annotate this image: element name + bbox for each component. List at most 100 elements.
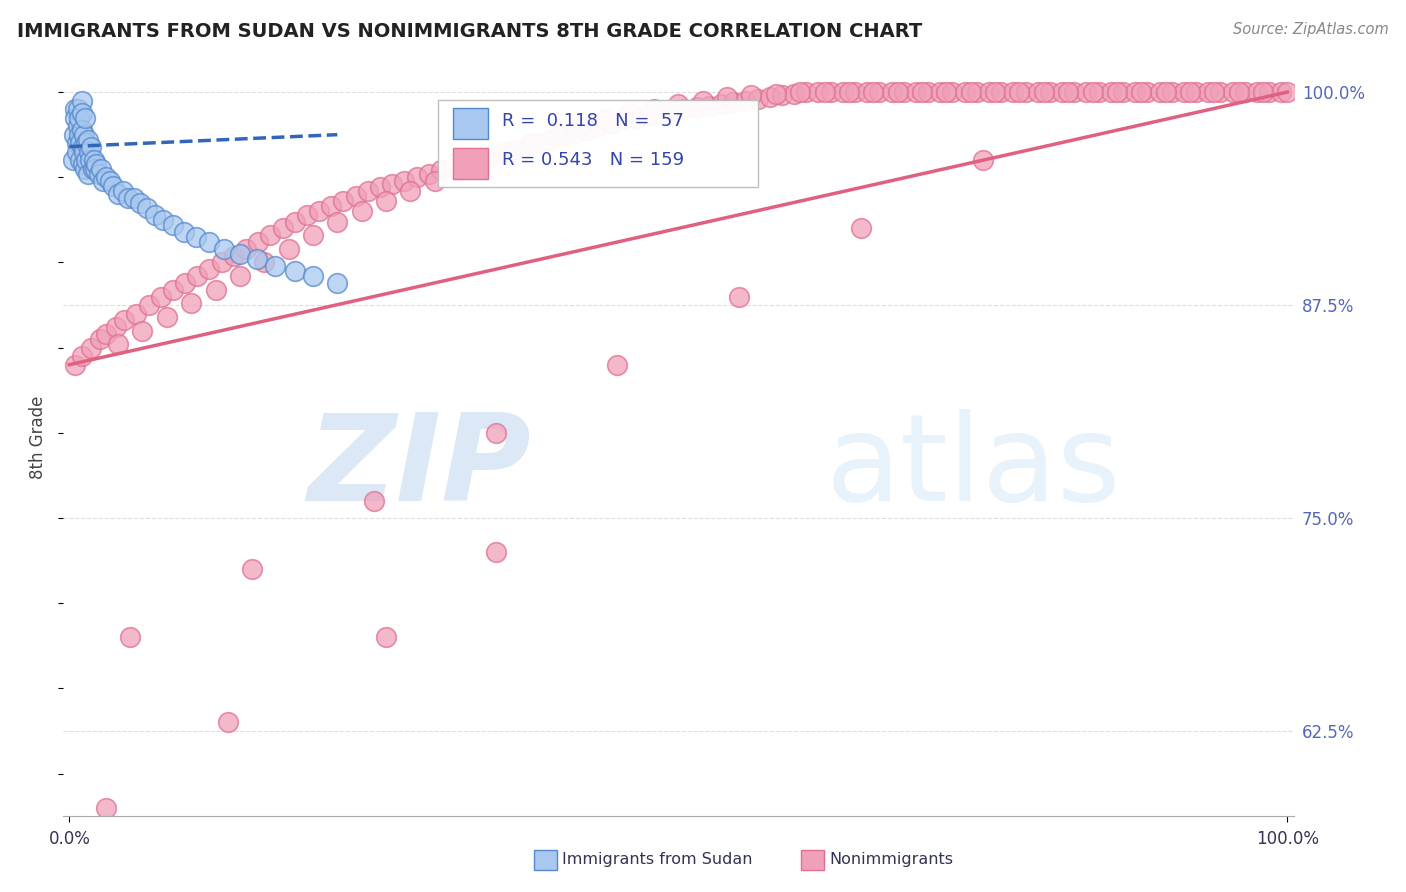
Point [454,156,477,170]
Point [1227,85,1250,99]
Point [728,289,751,303]
Point [838,85,860,99]
Point [911,85,934,99]
FancyBboxPatch shape [453,108,488,139]
Point [685,100,707,114]
Text: Source: ZipAtlas.com: Source: ZipAtlas.com [1233,22,1389,37]
Point [240,562,263,576]
Point [131,324,153,338]
Point [350,204,373,219]
Text: R =  0.118   N =  57: R = 0.118 N = 57 [502,112,685,130]
Point [84,156,107,170]
Point [1178,85,1201,99]
Point [588,119,610,133]
Point [253,255,276,269]
Point [1002,85,1025,99]
Point [235,242,257,256]
Text: IMMIGRANTS FROM SUDAN VS NONIMMIGRANTS 8TH GRADE CORRELATION CHART: IMMIGRANTS FROM SUDAN VS NONIMMIGRANTS 8… [17,22,922,41]
Point [284,214,307,228]
Point [904,85,927,99]
Point [204,283,226,297]
Point [284,264,307,278]
Point [880,85,903,99]
Point [211,255,233,269]
Point [1099,85,1122,99]
Point [977,85,1000,99]
Point [302,228,325,243]
Point [73,128,96,142]
Text: R = 0.543   N = 159: R = 0.543 N = 159 [502,152,685,169]
Point [65,102,87,116]
Point [423,174,446,188]
Point [405,170,427,185]
Point [112,313,135,327]
Point [661,103,683,118]
Point [1258,85,1281,99]
Point [63,128,86,142]
Point [770,88,793,103]
Point [212,242,235,256]
Point [1251,85,1274,99]
Point [613,112,636,127]
Point [399,184,422,198]
Point [332,194,354,208]
Point [650,105,672,120]
Point [1209,85,1232,99]
Point [972,153,994,168]
Point [67,111,90,125]
Point [1246,85,1268,99]
Point [66,145,89,159]
Point [1197,85,1219,99]
Point [540,133,562,147]
Point [381,177,404,191]
Point [1076,85,1098,99]
Point [1160,85,1182,99]
Point [198,262,221,277]
Point [606,358,628,372]
Point [375,630,398,644]
Point [1149,85,1171,99]
Point [789,85,811,99]
Point [302,268,325,283]
Point [643,102,665,116]
Text: Nonimmigrants: Nonimmigrants [830,853,953,867]
Point [856,85,879,99]
Point [82,161,104,176]
Point [485,425,508,440]
Point [66,119,89,133]
Point [357,184,380,198]
Point [478,150,501,164]
Point [143,208,166,222]
Point [935,85,957,99]
Point [76,167,98,181]
Point [66,102,89,116]
Point [485,545,508,559]
Point [69,136,91,151]
Point [710,97,733,112]
Point [813,85,835,99]
Point [363,494,385,508]
Point [65,111,87,125]
Point [758,90,780,104]
Point [692,94,714,108]
Point [546,128,568,142]
Point [217,715,239,730]
Point [184,230,207,244]
Point [222,249,245,263]
Point [75,111,97,125]
Point [75,161,97,176]
Point [794,85,817,99]
Point [70,349,93,363]
Point [1154,85,1177,99]
Point [496,145,519,159]
Point [79,153,101,168]
Point [716,90,738,104]
Point [868,85,890,99]
Point [76,133,98,147]
Point [1204,85,1226,99]
Point [929,85,952,99]
Point [624,111,647,125]
Point [271,221,294,235]
Point [89,332,111,346]
Point [65,358,87,372]
